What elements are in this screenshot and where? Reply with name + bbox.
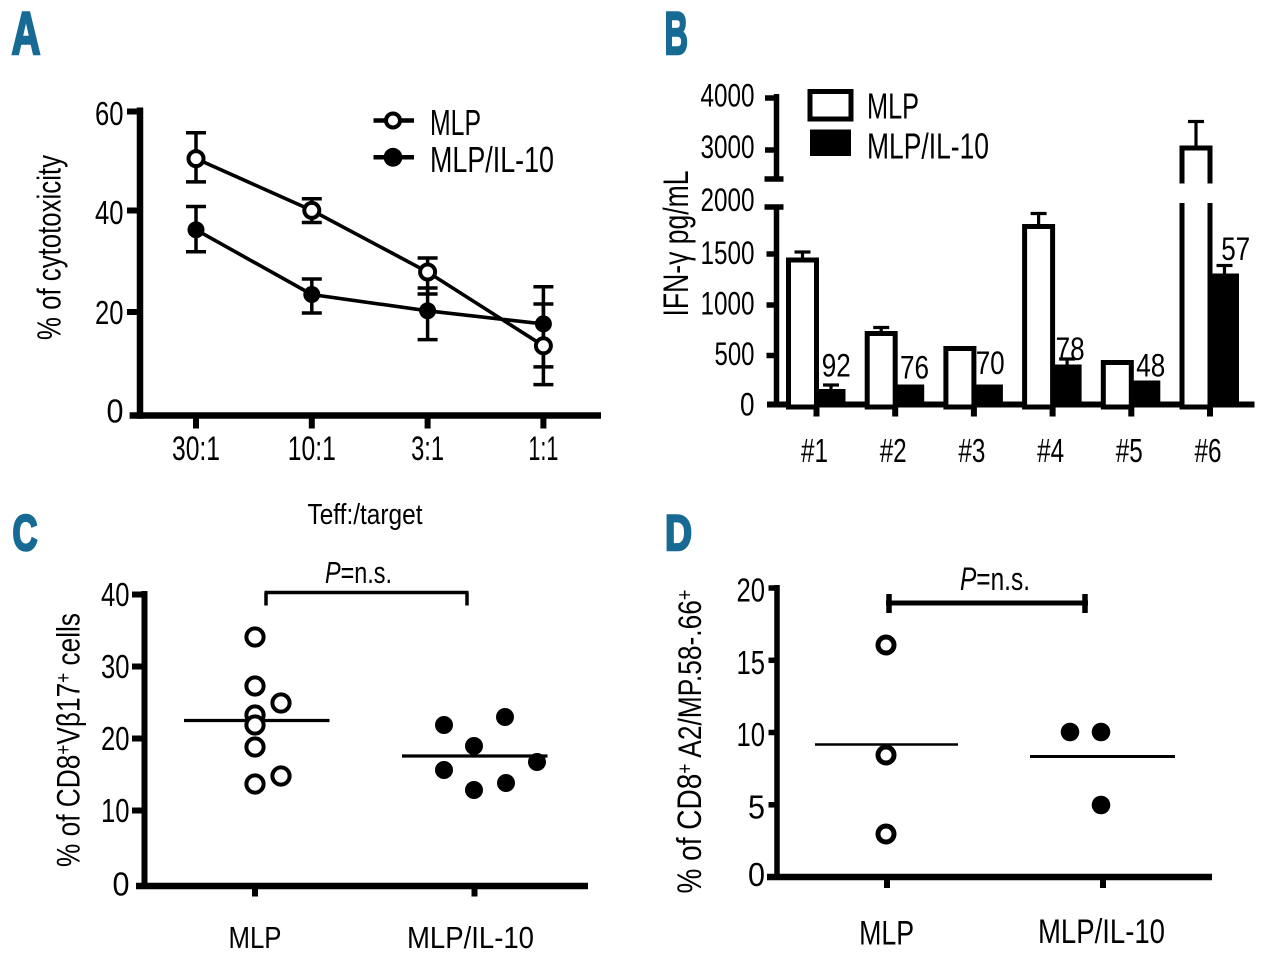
svg-text:78: 78 [1056,331,1085,367]
svg-text:MLP: MLP [867,86,919,127]
svg-text:10: 10 [101,792,130,829]
svg-text:P=n.s.: P=n.s. [325,555,392,590]
svg-text:% of cytotoxicity: % of cytotoxicity [31,155,68,340]
svg-text:500: 500 [715,336,755,372]
svg-text:#4: #4 [1037,432,1064,469]
svg-text:#2: #2 [880,432,907,469]
svg-text:48: 48 [1136,348,1165,384]
svg-text:60: 60 [95,95,124,132]
svg-text:57: 57 [1221,231,1250,267]
svg-text:20: 20 [737,572,766,609]
svg-text:40: 40 [101,576,130,613]
svg-text:2000: 2000 [701,182,755,218]
svg-text:20: 20 [95,294,124,331]
svg-text:MLP/IL-10: MLP/IL-10 [1038,913,1165,951]
svg-text:4000: 4000 [701,78,755,114]
svg-text:MLP: MLP [430,102,481,143]
svg-text:P=n.s.: P=n.s. [960,561,1030,597]
svg-text:MLP/IL-10: MLP/IL-10 [430,139,554,180]
svg-text:30:1: 30:1 [172,430,220,468]
svg-text:1000: 1000 [701,286,755,322]
svg-text:#3: #3 [958,432,985,469]
svg-text:D: D [665,505,692,561]
svg-text:A: A [12,0,41,67]
svg-text:15: 15 [737,644,766,681]
svg-text:Teff:/target: Teff:/target [308,499,423,531]
svg-text:5: 5 [748,789,765,826]
svg-text:% of CD8+ A2/MP.58-.66+: % of CD8+ A2/MP.58-.66+ [671,590,709,894]
svg-text:C: C [13,505,38,561]
svg-text:3000: 3000 [701,129,755,165]
svg-text:20: 20 [101,720,130,757]
svg-text:B: B [665,0,689,67]
svg-text:MLP/IL-10: MLP/IL-10 [867,126,989,167]
svg-text:1500: 1500 [701,235,755,271]
svg-text:1:1: 1:1 [528,430,558,468]
svg-text:10:1: 10:1 [288,430,336,468]
svg-text:10: 10 [737,716,766,753]
svg-text:MLP/IL-10: MLP/IL-10 [407,920,534,955]
svg-text:70: 70 [976,345,1005,381]
svg-text:92: 92 [822,348,851,384]
svg-text:40: 40 [95,194,124,231]
svg-text:3:1: 3:1 [411,430,444,468]
svg-text:IFN-γ pg/mL: IFN-γ pg/mL [657,171,696,317]
svg-text:76: 76 [900,350,929,386]
svg-text:MLP: MLP [229,920,282,955]
svg-text:0: 0 [113,866,130,903]
svg-text:#5: #5 [1116,432,1143,469]
svg-text:#6: #6 [1195,432,1222,469]
svg-text:0: 0 [740,387,755,423]
svg-text:0: 0 [107,393,124,430]
svg-text:MLP: MLP [859,915,914,953]
svg-text:% of CD8+Vβ17+ cells: % of CD8+Vβ17+ cells [51,613,87,867]
svg-text:30: 30 [101,648,130,685]
svg-text:#1: #1 [801,432,828,469]
svg-text:0: 0 [748,856,765,893]
